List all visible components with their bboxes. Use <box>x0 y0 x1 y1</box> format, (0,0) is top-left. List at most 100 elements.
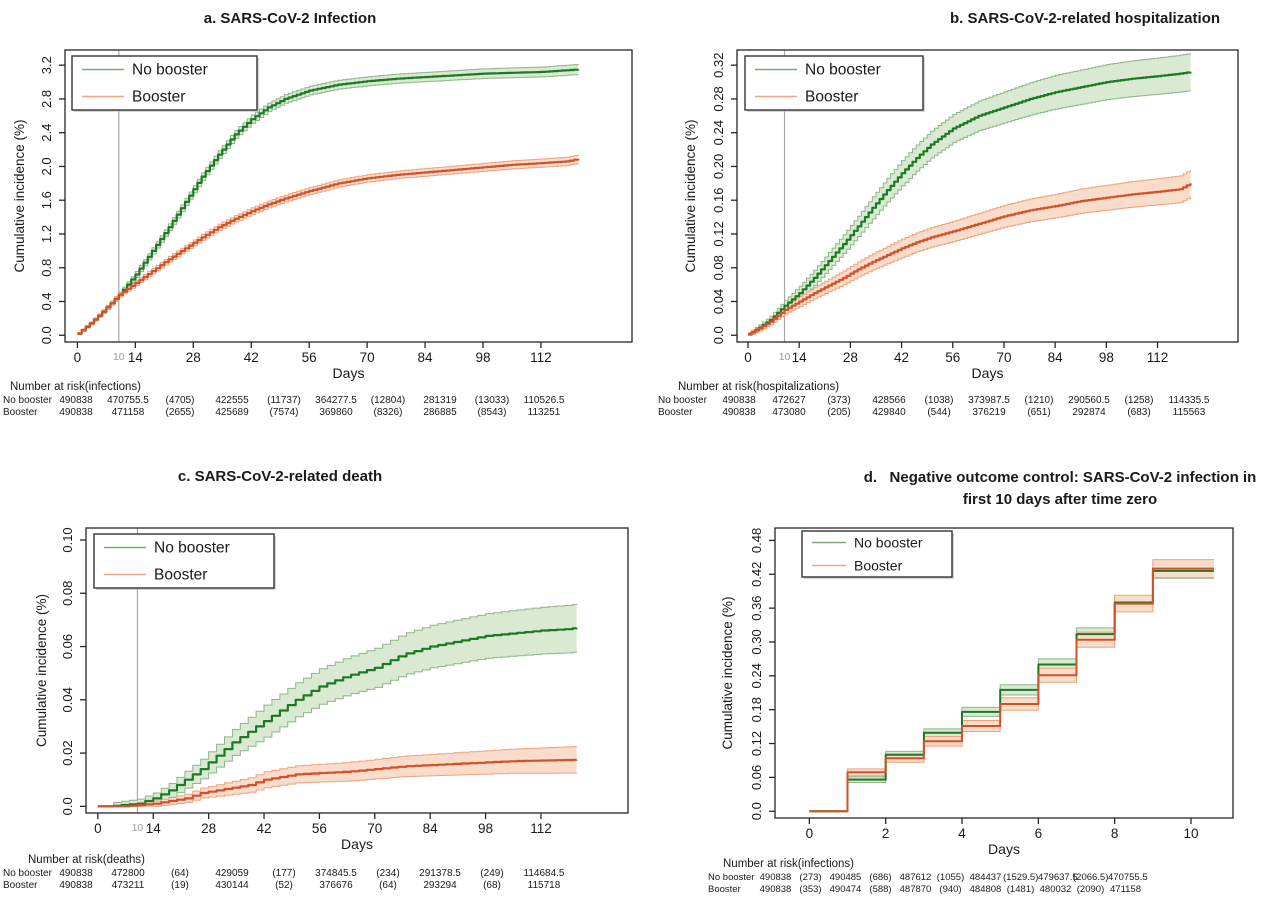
panel-c-title: c. SARS-CoV-2-related death <box>80 466 480 488</box>
risk-value: 373987.5 <box>968 395 1010 406</box>
panel-d-title-line2: first 10 days after time zero <box>962 490 1158 508</box>
panel-a-title-line1: a. SARS-CoV-2 Infection <box>203 10 377 27</box>
y-tick-label: 0.4 <box>39 292 54 310</box>
risk-row-no-booster: No booster 490838 (273) 490485 (686) 487612 (1… <box>708 872 1148 883</box>
x-tick-label: 14 <box>146 821 162 836</box>
risk-value: (940) <box>939 884 962 895</box>
x-tick-label: 14 <box>128 350 144 365</box>
green-band-upper-edge <box>97 603 578 807</box>
risk-value: (544) <box>927 407 951 418</box>
orange-band-lower-edge <box>748 196 1191 336</box>
y-tick-label: 0.8 <box>39 259 54 277</box>
x-tick-label: 4 <box>958 826 966 841</box>
legend-box <box>744 55 924 111</box>
green-curve <box>97 627 578 808</box>
x-tick-label: 42 <box>244 350 259 365</box>
risk-row-booster: Booster 490838 (353) 490474 (588) 487870 (940)… <box>708 884 1143 895</box>
risk-value: 429840 <box>872 407 906 418</box>
orange-band-lower-edge <box>77 163 579 336</box>
risk-value: 472627 <box>772 395 806 406</box>
x-tick-label: 28 <box>186 350 201 365</box>
risk-value: (64) <box>171 868 189 879</box>
risk-value: 470755.5 <box>107 395 149 406</box>
x-tick-label: 28 <box>201 821 216 836</box>
risk-value: (19) <box>171 880 189 891</box>
risk-value: 425689 <box>215 407 249 418</box>
risk-value: 473211 <box>111 880 145 891</box>
risk-value: 376219 <box>972 407 1006 418</box>
risk-value: (68) <box>483 880 501 891</box>
risk-value: 470755.5 <box>1108 872 1148 883</box>
risk-value: 471158 <box>1110 884 1141 895</box>
risk-value: (11737) <box>267 395 301 406</box>
x-axis-title: Days <box>972 365 1004 381</box>
legend-booster-label: Booster <box>154 567 207 584</box>
x-tick-label: 0 <box>744 350 752 365</box>
risk-value: 293294 <box>423 880 457 891</box>
legend-booster-label: Booster <box>805 89 858 106</box>
y-tick-label: 0.0 <box>711 326 726 344</box>
y-tick-label: 2.0 <box>39 157 54 175</box>
orange-band-upper-edge <box>748 169 1191 334</box>
panel-a-title: a. SARS-CoV-2 Infection <box>90 8 490 30</box>
legend-box <box>71 55 258 111</box>
x-tick-label: 2 <box>882 826 890 841</box>
risk-row-no-booster: No booster 490838 470755.5 (4705) 422555 (117… <box>3 395 570 406</box>
risk-value: 471158 <box>111 407 145 418</box>
risk-table-label: Number at risk(infections) <box>10 381 142 393</box>
risk-value: 286885 <box>423 407 457 418</box>
risk-value: 113251 <box>527 407 561 418</box>
y-tick-label: 0.36 <box>749 595 764 620</box>
legend-booster-label: Booster <box>132 89 185 106</box>
panel-a-infection: a. SARS-CoV-2 Infection 0 14 28 42 56 70 84 98 1… <box>0 0 640 451</box>
risk-value: (249) <box>480 868 504 879</box>
green-curve <box>748 71 1192 336</box>
y-tick-label: 0.30 <box>749 629 764 654</box>
risk-value: 114335.5 <box>1168 395 1210 406</box>
legend-booster-label: Booster <box>854 558 903 574</box>
y-tick-label: 0.48 <box>749 528 764 553</box>
ref-day-label: 10 <box>132 822 144 834</box>
risk-value: (8326) <box>373 407 403 418</box>
panel-b-title: b. SARS-CoV-2-related hospitalization <box>890 8 1280 30</box>
orange-band-upper-edge <box>97 746 578 807</box>
risk-value: (2655) <box>165 407 195 418</box>
x-tick-label: 56 <box>945 350 960 365</box>
risk-table-deaths: Number at risk(deaths) No booster 490838 47… <box>0 455 640 891</box>
plot-box <box>736 49 1239 343</box>
y-tick-label: 0.08 <box>60 581 75 606</box>
y-tick-label: 0.18 <box>749 697 764 722</box>
ref-day-label: 10 <box>779 351 791 363</box>
legend-box <box>801 530 953 578</box>
y-tick-label: 0.10 <box>60 527 75 552</box>
risk-value: 473080 <box>772 407 806 418</box>
risk-value: (373) <box>827 395 851 406</box>
green-band-lower-edge <box>748 90 1191 336</box>
panel-b-title-line1: b. SARS-CoV-2-related hospitalization <box>949 10 1221 27</box>
risk-value: (1258) <box>1124 395 1154 406</box>
risk-value: (686) <box>869 872 892 883</box>
legend-no-booster-label: No booster <box>132 62 208 79</box>
plot-box <box>64 49 633 343</box>
orange-band-lower-edge <box>97 772 578 807</box>
risk-table-hospitalizations: Number at risk(hospitalizations) No boost… <box>640 0 1280 418</box>
chart-hospitalization: 0 14 28 42 56 70 84 98 112 10 0.0 0.04 0.08 0.12 0.16 0… <box>683 49 1239 381</box>
panel-c-death: c. SARS-CoV-2-related death 0 14 28 42 56 70 8… <box>0 455 640 903</box>
risk-value: 115718 <box>527 880 561 891</box>
risk-value: 484437 <box>969 872 1002 883</box>
risk-value: 290560.5 <box>1068 395 1110 406</box>
risk-value: (13033) <box>474 395 510 406</box>
risk-value: 479637.5 <box>1038 872 1078 883</box>
x-tick-label: 98 <box>475 350 490 365</box>
panel-c-title-line1: c. SARS-CoV-2-related death <box>177 468 383 485</box>
risk-table-infections: Number at risk(infections) No booster 4908… <box>0 0 640 418</box>
risk-row-name: No booster <box>3 868 52 879</box>
risk-row-name: Booster <box>3 880 38 891</box>
risk-value: (4705) <box>165 395 195 406</box>
y-axis-title: Cumulative incidence (%) <box>683 119 698 272</box>
risk-value: 490838 <box>759 884 792 895</box>
chart-infection: 0 14 28 42 56 70 84 98 112 10 0.0 0.4 0.8 1.2 1.6 2.0 2.… <box>12 49 633 381</box>
risk-value: (2066.5) <box>1073 872 1109 883</box>
risk-value: 490838 <box>722 395 756 406</box>
risk-row-no-booster: No booster 490838 472627 (373) 428566 (1038) 3… <box>658 395 1214 406</box>
